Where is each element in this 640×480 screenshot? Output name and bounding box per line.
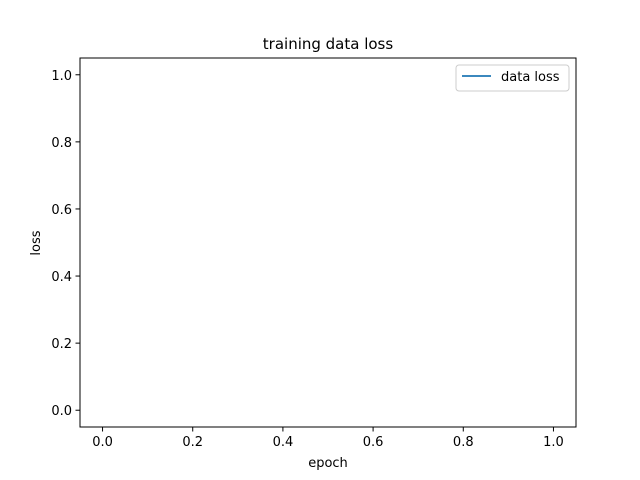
x-axis-ticks: 0.0 0.2 0.4 0.6 0.8 1.0 <box>92 427 564 450</box>
chart-title: training data loss <box>263 35 394 53</box>
x-tick-label: 0.6 <box>363 435 384 450</box>
legend-box <box>455 64 570 92</box>
y-tick-label: 0.8 <box>51 136 72 151</box>
x-tick-label: 0.8 <box>453 435 474 450</box>
y-axis-label: loss <box>29 230 44 255</box>
y-tick-label: 0.6 <box>51 203 72 218</box>
legend: data loss <box>455 64 570 92</box>
x-tick-label: 0.0 <box>92 435 113 450</box>
legend-label-data-loss: data loss <box>501 70 560 85</box>
x-tick-label: 1.0 <box>543 435 564 450</box>
y-axis-ticks: 0.0 0.2 0.4 0.6 0.8 1.0 <box>51 69 80 419</box>
y-tick-label: 0.0 <box>51 404 72 419</box>
x-tick-label: 0.4 <box>273 435 294 450</box>
y-tick-label: 0.4 <box>51 270 72 285</box>
y-tick-label: 1.0 <box>51 69 72 84</box>
plot-frame <box>79 57 577 428</box>
y-tick-label: 0.2 <box>51 337 72 352</box>
x-axis-label: epoch <box>308 456 348 471</box>
x-tick-label: 0.2 <box>182 435 203 450</box>
